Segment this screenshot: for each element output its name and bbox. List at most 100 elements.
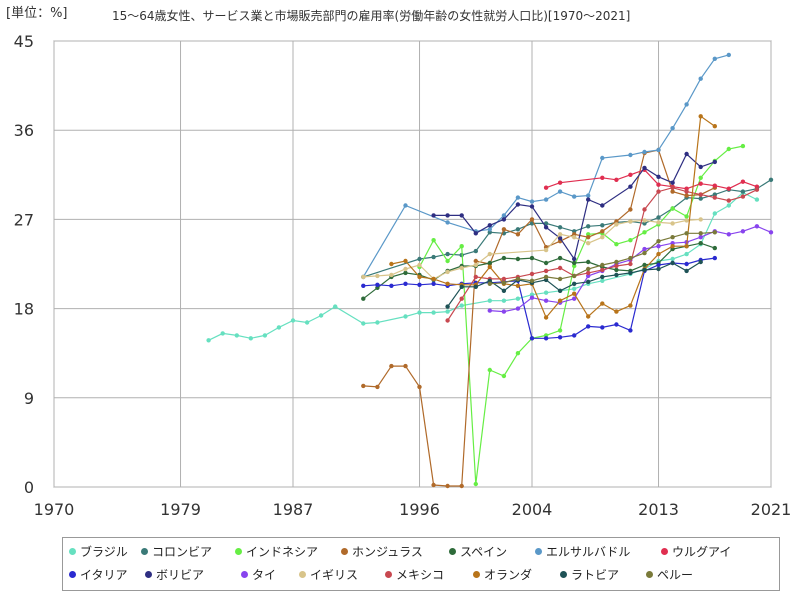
data-point bbox=[642, 149, 647, 155]
data-point bbox=[543, 197, 549, 202]
data-point bbox=[600, 229, 605, 234]
data-point bbox=[403, 266, 408, 272]
data-point bbox=[361, 274, 366, 280]
legend-label: イギリス bbox=[310, 568, 359, 582]
data-point bbox=[600, 325, 605, 330]
data-point bbox=[557, 225, 563, 230]
data-point bbox=[698, 235, 703, 240]
data-point bbox=[543, 290, 549, 295]
data-point bbox=[586, 197, 591, 202]
data-point bbox=[487, 251, 492, 257]
data-point bbox=[515, 195, 521, 200]
data-point bbox=[740, 179, 746, 184]
data-point bbox=[572, 286, 577, 291]
data-point bbox=[501, 298, 507, 303]
data-point bbox=[445, 213, 450, 218]
data-point bbox=[557, 232, 563, 237]
data-point bbox=[557, 328, 563, 333]
data-point bbox=[445, 483, 450, 489]
data-point bbox=[375, 384, 380, 390]
data-point bbox=[586, 270, 591, 276]
data-point bbox=[712, 245, 717, 251]
series-group bbox=[445, 259, 703, 309]
data-point bbox=[445, 258, 450, 264]
data-point bbox=[642, 250, 647, 256]
legend-marker bbox=[69, 571, 76, 578]
data-point bbox=[572, 291, 577, 296]
data-point bbox=[628, 261, 633, 267]
data-point bbox=[529, 255, 535, 261]
data-point bbox=[543, 268, 549, 274]
legend-label: インドネシア bbox=[246, 545, 319, 559]
data-point bbox=[726, 232, 731, 237]
data-point bbox=[459, 284, 464, 289]
data-point bbox=[684, 214, 689, 219]
series-group bbox=[487, 230, 717, 286]
legend-label: コロンビア bbox=[152, 545, 213, 559]
data-point bbox=[712, 211, 717, 216]
data-point bbox=[459, 244, 464, 249]
data-point bbox=[628, 207, 633, 212]
series-group bbox=[543, 167, 760, 191]
data-point bbox=[403, 314, 408, 319]
data-point bbox=[572, 281, 577, 286]
data-point bbox=[656, 189, 661, 194]
data-point bbox=[262, 333, 268, 338]
data-point bbox=[670, 189, 675, 194]
x-tick-label: 1987 bbox=[273, 500, 314, 519]
data-point bbox=[487, 298, 492, 303]
legend-marker bbox=[535, 548, 542, 555]
data-point bbox=[712, 56, 717, 61]
data-point bbox=[389, 272, 394, 278]
data-point bbox=[361, 383, 366, 389]
data-point bbox=[586, 266, 591, 272]
data-point bbox=[600, 301, 605, 306]
data-point bbox=[515, 256, 521, 262]
data-point bbox=[614, 267, 619, 273]
data-point bbox=[529, 295, 535, 300]
x-tick-label: 2004 bbox=[512, 500, 553, 519]
data-point bbox=[614, 322, 619, 327]
legend-label: イタリア bbox=[80, 568, 128, 582]
legend-marker bbox=[560, 571, 567, 578]
data-point bbox=[614, 177, 619, 182]
series-group bbox=[431, 151, 717, 262]
data-point bbox=[501, 373, 507, 379]
data-point bbox=[726, 146, 731, 152]
data-point bbox=[487, 367, 492, 373]
data-point bbox=[656, 147, 661, 153]
legend-label: メキシコ bbox=[396, 568, 445, 582]
data-point bbox=[304, 320, 310, 325]
data-point bbox=[318, 313, 324, 318]
data-point bbox=[740, 189, 746, 194]
data-point bbox=[712, 124, 717, 129]
data-point bbox=[600, 155, 605, 161]
data-point bbox=[473, 481, 478, 487]
data-point bbox=[586, 314, 591, 319]
data-point bbox=[656, 266, 661, 272]
data-point bbox=[487, 223, 492, 228]
legend-item: スペイン bbox=[449, 543, 507, 560]
data-point bbox=[445, 269, 450, 275]
data-point bbox=[684, 193, 689, 198]
data-point bbox=[726, 186, 731, 191]
legend-item: メキシコ bbox=[385, 566, 444, 583]
data-point bbox=[684, 231, 689, 236]
data-point bbox=[628, 172, 633, 177]
data-point bbox=[712, 159, 717, 165]
data-point bbox=[473, 248, 478, 254]
data-point bbox=[642, 207, 647, 212]
data-point bbox=[628, 328, 633, 333]
data-point bbox=[361, 296, 366, 301]
data-point bbox=[712, 255, 717, 261]
data-point bbox=[501, 213, 507, 218]
legend-marker bbox=[141, 548, 148, 555]
data-point bbox=[586, 324, 591, 329]
data-point bbox=[698, 164, 703, 170]
data-point bbox=[684, 251, 689, 257]
data-point bbox=[670, 260, 675, 266]
data-point bbox=[290, 318, 296, 323]
data-point bbox=[740, 194, 746, 199]
data-point bbox=[670, 244, 675, 249]
data-point bbox=[557, 335, 563, 340]
